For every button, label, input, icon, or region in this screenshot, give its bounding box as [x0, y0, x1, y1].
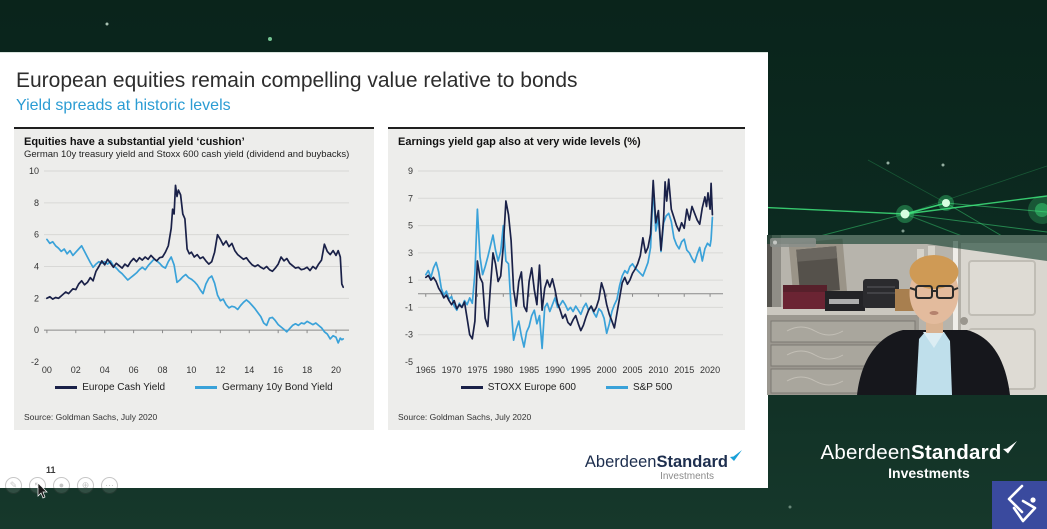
- platform-logo-icon: [1007, 484, 1037, 523]
- source-note: Source: Goldman Sachs, July 2020: [398, 412, 532, 422]
- svg-text:1: 1: [408, 275, 413, 285]
- svg-text:6: 6: [34, 230, 39, 240]
- brand-name: AberdeenStandard: [585, 450, 742, 472]
- legend-swatch: [55, 386, 78, 389]
- more-tools-icon[interactable]: ⋯: [101, 477, 118, 494]
- legend-item: S&P 500: [605, 382, 672, 393]
- svg-text:4: 4: [34, 262, 39, 272]
- svg-text:-3: -3: [405, 330, 413, 340]
- svg-text:08: 08: [158, 365, 168, 375]
- brand-check-icon: [730, 450, 742, 461]
- svg-text:1965: 1965: [416, 365, 436, 375]
- svg-text:-5: -5: [405, 357, 413, 367]
- brand-watermark: AberdeenStandard Investments: [804, 441, 1034, 481]
- svg-text:04: 04: [100, 365, 110, 375]
- svg-text:8: 8: [34, 198, 39, 208]
- svg-text:1970: 1970: [442, 365, 462, 375]
- svg-text:06: 06: [129, 365, 139, 375]
- presentation-slide: European equities remain compelling valu…: [0, 52, 768, 499]
- slide-brand-logo: AberdeenStandard Investments: [585, 450, 742, 482]
- svg-text:02: 02: [71, 365, 81, 375]
- presenter: [857, 255, 1010, 395]
- svg-text:9: 9: [408, 166, 413, 176]
- chart-panel-earnings-yield-gap: Earnings yield gap also at very wide lev…: [388, 127, 745, 430]
- brand-division: Investments: [660, 471, 714, 482]
- chart-subtitle: [388, 149, 745, 162]
- annotate-tool-icon[interactable]: ●: [53, 477, 70, 494]
- svg-text:16: 16: [273, 365, 283, 375]
- right-chart-legend: STOXX Europe 600 S&P 500: [388, 382, 745, 393]
- svg-text:1980: 1980: [493, 365, 513, 375]
- svg-text:0: 0: [34, 325, 39, 335]
- svg-text:5: 5: [408, 221, 413, 231]
- page-title: European equities remain compelling valu…: [16, 69, 578, 92]
- svg-text:2: 2: [34, 293, 39, 303]
- legend-swatch: [460, 386, 483, 389]
- svg-text:1990: 1990: [545, 365, 565, 375]
- svg-text:7: 7: [408, 193, 413, 203]
- svg-text:14: 14: [244, 365, 254, 375]
- svg-text:10: 10: [29, 166, 39, 176]
- svg-text:2000: 2000: [597, 365, 617, 375]
- svg-text:1975: 1975: [467, 365, 487, 375]
- svg-text:2010: 2010: [648, 365, 668, 375]
- left-chart: -2 0 2 4 6 8 10 00 02 04 06 08 10 12 14 16 18 20: [14, 162, 374, 381]
- presenter-webcam-video: [767, 235, 1047, 395]
- legend-swatch: [195, 386, 218, 389]
- chart-panel-yield-cushion: Equities have a substantial yield ‘cushi…: [14, 127, 374, 430]
- svg-text:20: 20: [331, 365, 341, 375]
- presenter-toolbar: ✎ ↖ ● ⊕ ⋯: [5, 477, 118, 494]
- chart-title: Earnings yield gap also at very wide lev…: [398, 136, 641, 148]
- glasses: [909, 285, 959, 299]
- legend-item: Europe Cash Yield: [55, 382, 165, 393]
- webcam-scene: [767, 235, 1047, 395]
- platform-logo-badge: [992, 481, 1047, 529]
- door-knob: [960, 317, 968, 325]
- brand-division: Investments: [888, 465, 970, 481]
- svg-text:2015: 2015: [674, 365, 694, 375]
- svg-text:2005: 2005: [623, 365, 643, 375]
- zoom-tool-icon[interactable]: ⊕: [77, 477, 94, 494]
- svg-text:18: 18: [302, 365, 312, 375]
- svg-text:1985: 1985: [519, 365, 539, 375]
- legend-item: STOXX Europe 600: [460, 382, 576, 393]
- svg-text:1995: 1995: [571, 365, 591, 375]
- legend-item: Germany 10y Bond Yield: [195, 382, 333, 393]
- svg-text:10: 10: [186, 365, 196, 375]
- svg-text:2020: 2020: [700, 365, 720, 375]
- chart-subtitle: German 10y treasury yield and Stoxx 600 …: [24, 149, 350, 160]
- participant-label: [770, 238, 816, 247]
- svg-text:00: 00: [42, 365, 52, 375]
- left-chart-legend: Europe Cash Yield Germany 10y Bond Yield: [14, 382, 374, 393]
- svg-text:-1: -1: [405, 302, 413, 312]
- source-note: Source: Goldman Sachs, July 2020: [24, 412, 158, 422]
- right-chart: -5 -3 -1 1 3 5 7 9 1965 1970 1975 1980 1985 1990 1995 2…: [388, 162, 745, 381]
- chart-title: Equities have a substantial yield ‘cushi…: [24, 136, 245, 148]
- pen-tool-icon[interactable]: ✎: [5, 477, 22, 494]
- page-subtitle: Yield spreads at historic levels: [16, 97, 231, 114]
- svg-text:-2: -2: [31, 357, 39, 367]
- brand-check-icon: [1003, 441, 1018, 454]
- mouse-cursor: [37, 483, 48, 499]
- page-number: 11: [46, 465, 56, 475]
- brand-name: AberdeenStandard: [804, 441, 1034, 465]
- svg-text:3: 3: [408, 248, 413, 258]
- legend-swatch: [605, 386, 628, 389]
- svg-text:12: 12: [215, 365, 225, 375]
